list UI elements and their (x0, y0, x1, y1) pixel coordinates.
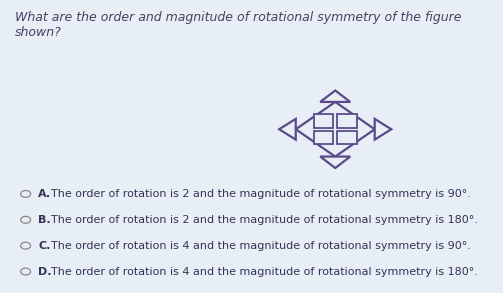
Polygon shape (320, 156, 350, 168)
Circle shape (21, 242, 31, 249)
Polygon shape (279, 119, 296, 140)
Text: The order of rotation is 4 and the magnitude of rotational symmetry is 90°.: The order of rotation is 4 and the magni… (51, 241, 470, 251)
Polygon shape (313, 131, 333, 144)
Text: A.: A. (38, 189, 51, 199)
Polygon shape (337, 114, 357, 128)
Text: The order of rotation is 2 and the magnitude of rotational symmetry is 90°.: The order of rotation is 2 and the magni… (51, 189, 470, 199)
Polygon shape (337, 131, 357, 144)
Circle shape (21, 268, 31, 275)
Text: D.: D. (38, 267, 52, 277)
Text: The order of rotation is 4 and the magnitude of rotational symmetry is 180°.: The order of rotation is 4 and the magni… (51, 267, 477, 277)
Polygon shape (313, 114, 333, 128)
Circle shape (21, 216, 31, 223)
Polygon shape (375, 119, 391, 140)
Polygon shape (320, 91, 350, 102)
Polygon shape (296, 102, 375, 156)
Text: C.: C. (38, 241, 50, 251)
Text: The order of rotation is 2 and the magnitude of rotational symmetry is 180°.: The order of rotation is 2 and the magni… (51, 215, 477, 225)
Text: What are the order and magnitude of rotational symmetry of the figure shown?: What are the order and magnitude of rota… (15, 11, 462, 39)
Text: B.: B. (38, 215, 51, 225)
Circle shape (21, 190, 31, 197)
